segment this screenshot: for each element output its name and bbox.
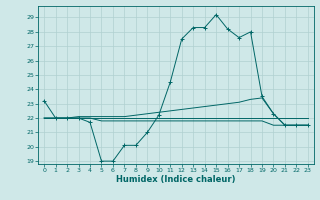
X-axis label: Humidex (Indice chaleur): Humidex (Indice chaleur) xyxy=(116,175,236,184)
